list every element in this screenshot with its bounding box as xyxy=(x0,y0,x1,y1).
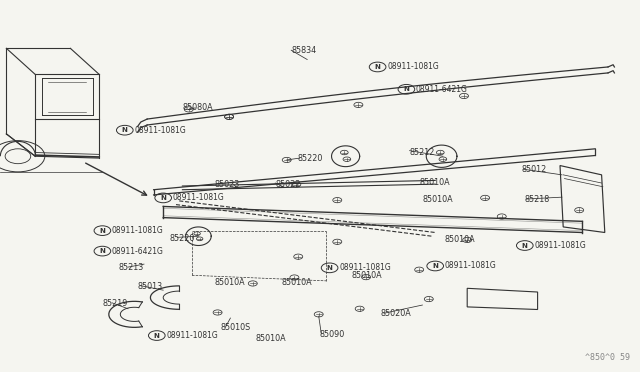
Text: 85013: 85013 xyxy=(138,282,163,291)
Text: 85010A: 85010A xyxy=(422,195,453,203)
Text: N: N xyxy=(122,127,128,133)
Text: 85010A: 85010A xyxy=(445,235,476,244)
Text: 08911-1081G: 08911-1081G xyxy=(166,331,218,340)
Text: ^850^0 59: ^850^0 59 xyxy=(586,353,630,362)
Text: N: N xyxy=(99,228,106,234)
Text: 85010A: 85010A xyxy=(282,278,312,287)
Text: 08911-1081G: 08911-1081G xyxy=(134,126,186,135)
Text: 85213: 85213 xyxy=(118,263,143,272)
Text: 85212: 85212 xyxy=(410,148,435,157)
Text: 85012: 85012 xyxy=(522,165,547,174)
Text: 85020A: 85020A xyxy=(381,309,412,318)
Text: 85220: 85220 xyxy=(298,154,323,163)
Text: N: N xyxy=(99,248,106,254)
Text: 85090: 85090 xyxy=(320,330,345,339)
Text: 85010A: 85010A xyxy=(419,178,450,187)
Text: 85219: 85219 xyxy=(102,299,128,308)
Text: 85023: 85023 xyxy=(214,180,239,189)
Text: N: N xyxy=(374,64,381,70)
Text: 08911-6421G: 08911-6421G xyxy=(416,85,468,94)
Text: N: N xyxy=(326,265,333,271)
Text: 08911-6421G: 08911-6421G xyxy=(112,247,164,256)
Text: N: N xyxy=(154,333,160,339)
Text: 85220: 85220 xyxy=(170,234,195,243)
Text: N: N xyxy=(403,86,410,92)
Text: 08911-1081G: 08911-1081G xyxy=(445,262,497,270)
Text: 85080A: 85080A xyxy=(182,103,213,112)
Text: 85218: 85218 xyxy=(525,195,550,203)
Text: 08911-1081G: 08911-1081G xyxy=(339,263,391,272)
Text: 08911-1081G: 08911-1081G xyxy=(534,241,586,250)
Text: 08911-1081G: 08911-1081G xyxy=(112,226,164,235)
Text: N: N xyxy=(522,243,528,248)
Text: 85834: 85834 xyxy=(291,46,316,55)
Text: 85010A: 85010A xyxy=(214,278,245,287)
Text: N: N xyxy=(160,195,166,201)
Text: 85010A: 85010A xyxy=(352,271,383,280)
Text: 85022: 85022 xyxy=(275,180,301,189)
Text: 85010A: 85010A xyxy=(256,334,287,343)
Text: 85010S: 85010S xyxy=(221,323,251,332)
Text: 08911-1081G: 08911-1081G xyxy=(173,193,225,202)
Text: N: N xyxy=(432,263,438,269)
Text: 08911-1081G: 08911-1081G xyxy=(387,62,439,71)
